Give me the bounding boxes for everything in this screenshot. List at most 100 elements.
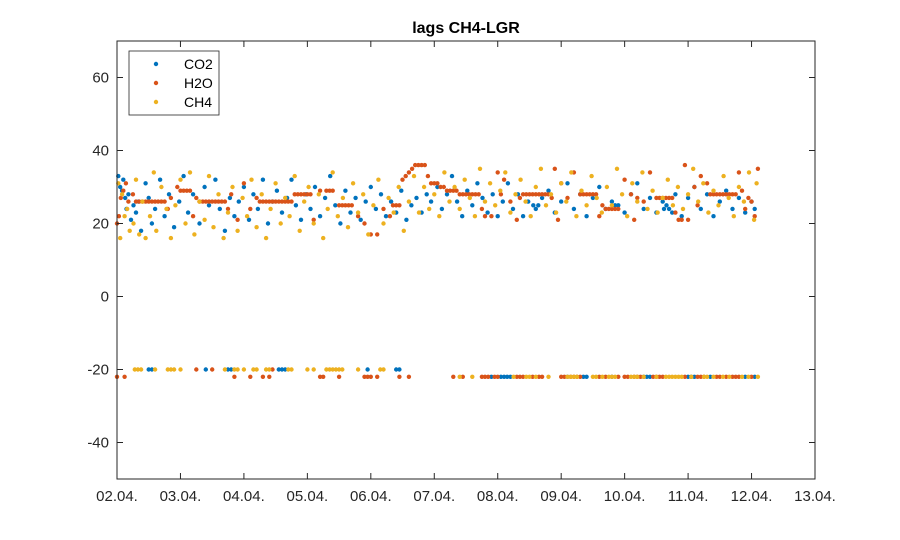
data-point-h2o: [286, 199, 291, 204]
data-point-h2o: [126, 199, 131, 204]
data-point-h2o: [162, 199, 167, 204]
data-point-h2o: [539, 192, 545, 197]
data-point-h2o: [454, 188, 459, 193]
data-point-ch4: [670, 203, 676, 208]
data-point-h2o: [559, 374, 564, 379]
data-point-ch4: [680, 206, 686, 212]
data-point-ch4: [711, 188, 716, 193]
data-point-ch4: [378, 367, 383, 372]
data-point-co2: [298, 217, 304, 222]
data-point-h2o: [597, 374, 602, 379]
data-point-ch4: [630, 181, 635, 186]
data-point-h2o: [283, 199, 288, 204]
data-point-h2o: [492, 374, 497, 379]
data-point-ch4: [122, 214, 127, 219]
data-point-ch4: [316, 192, 321, 197]
data-point-h2o: [543, 192, 548, 197]
data-point-ch4: [523, 199, 528, 204]
data-point-h2o: [305, 192, 310, 197]
data-point-h2o: [397, 374, 402, 379]
data-point-co2: [685, 195, 691, 201]
data-point-h2o: [733, 192, 738, 197]
data-point-ch4: [330, 367, 335, 372]
data-point-h2o: [406, 374, 412, 379]
data-point-co2: [227, 195, 233, 201]
data-point-co2: [368, 184, 373, 190]
data-point-co2: [698, 206, 703, 212]
data-point-ch4: [330, 170, 335, 175]
data-point-h2o: [530, 192, 535, 197]
data-point-co2: [439, 206, 445, 212]
data-point-co2: [752, 374, 757, 379]
data-point-ch4: [235, 367, 240, 372]
data-point-h2o: [498, 192, 504, 197]
chart-title: lags CH4-LGR: [412, 20, 520, 37]
data-point-ch4: [178, 177, 183, 182]
data-point-ch4: [477, 166, 483, 171]
data-point-h2o: [663, 195, 669, 201]
data-point-h2o: [232, 374, 237, 379]
x-tick-label: 10.04.: [604, 488, 646, 505]
data-point-ch4: [187, 170, 193, 175]
data-point-ch4: [452, 184, 457, 190]
data-point-ch4: [283, 195, 288, 201]
data-points: [114, 162, 761, 379]
data-point-h2o: [628, 192, 634, 197]
data-point-ch4: [706, 210, 711, 215]
data-point-ch4: [235, 228, 240, 233]
data-point-ch4: [263, 235, 269, 241]
data-point-co2: [143, 181, 148, 186]
data-point-h2o: [749, 374, 754, 379]
data-point-co2: [470, 203, 475, 208]
y-tick-label: -20: [87, 362, 109, 379]
data-point-ch4: [600, 374, 605, 379]
data-point-h2o: [194, 367, 199, 372]
data-point-h2o: [438, 184, 443, 190]
data-point-h2o: [724, 192, 729, 197]
y-tick-label: 40: [92, 143, 109, 160]
legend-marker-ch4: [153, 99, 159, 105]
data-point-h2o: [460, 192, 465, 197]
data-point-ch4: [701, 374, 707, 379]
data-point-ch4: [168, 235, 174, 241]
data-point-h2o: [609, 206, 615, 212]
data-point-co2: [202, 184, 207, 190]
data-point-co2: [454, 199, 460, 204]
data-point-h2o: [479, 206, 485, 212]
data-point-h2o: [381, 206, 386, 212]
data-point-h2o: [603, 206, 608, 212]
data-point-ch4: [311, 221, 316, 226]
data-point-co2: [500, 199, 505, 204]
data-point-co2: [428, 199, 434, 204]
data-point-ch4: [355, 210, 361, 215]
data-point-ch4: [325, 206, 330, 212]
data-point-co2: [571, 206, 577, 212]
data-point-h2o: [489, 214, 494, 219]
data-point-h2o: [711, 192, 716, 197]
data-point-ch4: [689, 374, 694, 379]
data-point-h2o: [482, 214, 488, 219]
data-point-co2: [246, 217, 252, 222]
data-point-h2o: [730, 192, 735, 197]
data-point-h2o: [419, 162, 424, 168]
x-tick-label: 06.04.: [350, 488, 392, 505]
data-point-co2: [489, 374, 494, 379]
data-point-h2o: [130, 192, 136, 197]
data-point-co2: [121, 177, 126, 182]
data-point-ch4: [498, 188, 503, 193]
data-point-h2o: [514, 374, 519, 379]
data-point-h2o: [200, 199, 205, 204]
data-point-h2o: [616, 374, 621, 379]
data-point-h2o: [317, 188, 323, 193]
data-point-ch4: [289, 367, 294, 372]
data-point-ch4: [159, 184, 164, 190]
data-point-h2o: [578, 192, 583, 197]
data-point-ch4: [612, 374, 618, 379]
data-point-ch4: [670, 374, 675, 379]
data-point-ch4: [472, 214, 478, 219]
data-point-ch4: [225, 210, 231, 215]
data-point-co2: [399, 188, 404, 193]
data-point-ch4: [251, 367, 256, 372]
data-point-h2o: [508, 199, 513, 204]
data-point-co2: [363, 199, 368, 204]
